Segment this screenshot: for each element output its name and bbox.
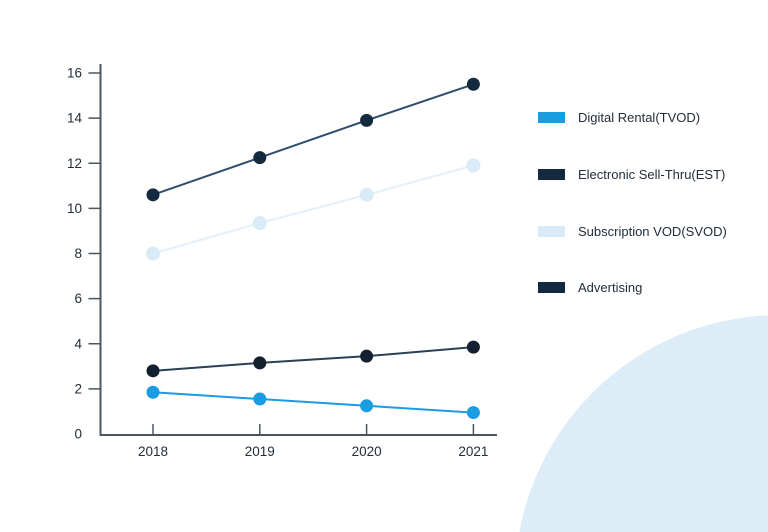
legend-item-tvod: Digital Rental(TVOD) (538, 108, 700, 126)
y-tick-label: 4 (74, 336, 82, 351)
data-point-tvod (146, 385, 160, 399)
data-point-svod (359, 187, 374, 202)
x-tick-label: 2020 (352, 444, 382, 459)
x-tick-label: 2019 (245, 444, 275, 459)
data-point-est (146, 188, 160, 202)
y-tick-label: 16 (67, 66, 82, 81)
data-point-advertising (360, 349, 374, 363)
legend-swatch-tvod (538, 111, 565, 123)
legend-label-est: Electronic Sell-Thru(EST) (578, 166, 726, 182)
y-tick-label: 0 (74, 427, 82, 442)
data-point-tvod (360, 399, 374, 413)
data-point-svod (146, 246, 160, 261)
legend-label-svod: Subscription VOD(SVOD) (578, 223, 727, 239)
data-point-advertising (146, 364, 160, 378)
y-tick-label: 6 (74, 291, 82, 306)
legend-swatch-svod (538, 225, 565, 237)
x-tick-label: 2021 (458, 444, 488, 459)
data-point-est (360, 113, 374, 127)
data-point-tvod (253, 392, 267, 406)
data-point-est (466, 77, 480, 91)
series-line-tvod (152, 391, 474, 414)
legend-item-svod: Subscription VOD(SVOD) (538, 222, 727, 240)
legend-label-advertising: Advertising (578, 279, 643, 295)
y-tick-label: 2 (74, 381, 82, 396)
y-tick-label: 14 (67, 111, 83, 126)
y-tick-label: 8 (74, 246, 82, 261)
legend-swatch-est (538, 168, 565, 180)
y-tick-label: 10 (67, 201, 82, 216)
legend-label-tvod: Digital Rental(TVOD) (578, 109, 701, 125)
data-point-advertising (253, 356, 267, 370)
legend-item-est: Electronic Sell-Thru(EST) (538, 165, 725, 183)
data-point-advertising (466, 340, 480, 354)
data-point-est (253, 151, 267, 165)
y-tick-label: 12 (67, 156, 82, 171)
x-tick-label: 2018 (138, 444, 168, 459)
series-line-svod (152, 164, 474, 255)
legend-swatch-advertising (538, 281, 565, 293)
data-point-svod (252, 216, 267, 231)
series-line-est (152, 83, 474, 196)
data-point-svod (466, 158, 481, 173)
series-line-advertising (152, 346, 474, 372)
legend-item-advertising: Advertising (538, 278, 642, 296)
data-point-tvod (466, 406, 480, 420)
